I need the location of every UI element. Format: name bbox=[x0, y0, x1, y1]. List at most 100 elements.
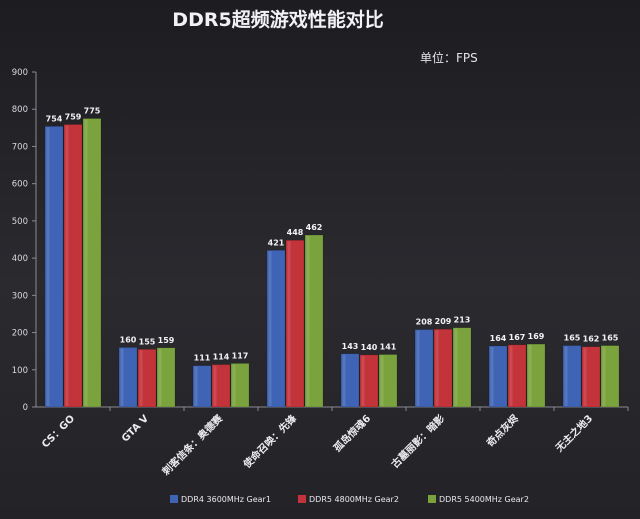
bar-value-label: 167 bbox=[509, 333, 526, 342]
chart-title: DDR5超频游戏性能对比 bbox=[172, 8, 383, 31]
y-tick-label: 500 bbox=[12, 217, 28, 227]
y-tick-label: 600 bbox=[12, 180, 28, 190]
x-axis-labels: CS：GO GTA V 刺客信条：奥德赛 使命召唤：先锋 孤岛惊魂6 古墓丽影：暗影 奇点灰… bbox=[40, 411, 595, 478]
legend-label: DDR4 3600MHz Gear1 bbox=[181, 495, 271, 504]
x-tick-label: 使命召唤：先锋 bbox=[240, 411, 300, 471]
bar-value-label: 141 bbox=[380, 343, 397, 352]
bar-value-label: 759 bbox=[65, 112, 82, 121]
bar bbox=[562, 345, 582, 408]
x-tick-label: CS：GO bbox=[40, 413, 77, 450]
bar-highlight bbox=[84, 119, 88, 407]
bar-value-label: 209 bbox=[435, 317, 452, 326]
bar-value-label: 159 bbox=[158, 336, 175, 345]
bar-highlight bbox=[342, 354, 346, 406]
bar-highlight bbox=[139, 350, 143, 406]
bar bbox=[526, 343, 546, 408]
unit-label: 单位：FPS bbox=[420, 50, 478, 65]
bar-value-label: 208 bbox=[416, 318, 433, 327]
bar bbox=[581, 346, 601, 408]
legend-swatch bbox=[428, 495, 436, 503]
legend-label: DDR5 4800MHz Gear2 bbox=[309, 495, 399, 504]
y-tick-label: 300 bbox=[12, 291, 28, 301]
bar-highlight bbox=[46, 127, 50, 406]
bar bbox=[266, 250, 286, 408]
y-tick-label: 800 bbox=[12, 105, 28, 115]
bar bbox=[600, 345, 620, 408]
bar-value-label: 165 bbox=[564, 334, 581, 343]
bar-value-label: 143 bbox=[342, 342, 359, 351]
bar-highlight bbox=[194, 366, 198, 406]
bar bbox=[304, 234, 324, 408]
bar-highlight bbox=[65, 125, 69, 406]
legend: DDR4 3600MHz Gear1 DDR5 4800MHz Gear2 DDR5… bbox=[170, 495, 529, 504]
bar bbox=[230, 363, 250, 408]
bar-highlight bbox=[213, 365, 217, 406]
bar-highlight bbox=[602, 346, 606, 406]
bar-value-label: 169 bbox=[528, 332, 545, 341]
bar-highlight bbox=[416, 330, 420, 406]
legend-swatch bbox=[170, 495, 178, 503]
bar-highlight bbox=[380, 355, 384, 406]
bar bbox=[340, 353, 360, 408]
x-tick-label: 古墓丽影：暗影 bbox=[388, 412, 447, 471]
bar bbox=[285, 239, 305, 408]
bar-highlight bbox=[435, 330, 439, 406]
bar-highlight bbox=[232, 364, 236, 406]
y-tick-label: 700 bbox=[12, 142, 28, 152]
bar bbox=[211, 364, 231, 408]
bar bbox=[359, 354, 379, 408]
bar bbox=[433, 328, 453, 408]
bar-highlight bbox=[361, 355, 365, 406]
y-tick-label: 900 bbox=[12, 68, 28, 78]
bar-value-label: 165 bbox=[602, 334, 619, 343]
bar bbox=[452, 327, 472, 408]
bar-highlight bbox=[509, 345, 513, 406]
x-tick-label: 孤岛惊魂6 bbox=[331, 412, 373, 454]
y-tick-label: 100 bbox=[12, 366, 28, 376]
bar bbox=[137, 349, 157, 408]
legend-swatch bbox=[298, 495, 306, 503]
legend-label: DDR5 5400MHz Gear2 bbox=[439, 495, 529, 504]
bar bbox=[378, 354, 398, 408]
bar-value-label: 140 bbox=[361, 343, 378, 352]
bar-value-label: 754 bbox=[46, 114, 63, 123]
y-tick-label: 200 bbox=[12, 329, 28, 339]
bar-value-label: 111 bbox=[194, 354, 211, 363]
bar-highlight bbox=[306, 236, 310, 406]
bar-highlight bbox=[287, 241, 291, 406]
bar-highlight bbox=[120, 348, 124, 406]
bar-value-label: 164 bbox=[490, 334, 507, 343]
bar-value-label: 160 bbox=[120, 335, 137, 344]
bar bbox=[192, 365, 212, 408]
x-tick-label: 奇点灰烬 bbox=[484, 411, 522, 449]
y-tick-label: 0 bbox=[23, 403, 28, 413]
bar-highlight bbox=[564, 346, 568, 406]
bar-value-label: 162 bbox=[583, 335, 600, 344]
bar bbox=[156, 347, 176, 408]
x-tick-label: 无主之地3 bbox=[552, 412, 595, 455]
bars bbox=[44, 118, 620, 408]
bar-highlight bbox=[454, 328, 458, 406]
bar bbox=[44, 126, 64, 408]
bar-value-label: 155 bbox=[139, 337, 156, 346]
y-tick-label: 400 bbox=[12, 254, 28, 264]
bar-value-label: 117 bbox=[232, 351, 249, 360]
bar-value-label: 775 bbox=[84, 107, 101, 116]
bar-value-label: 213 bbox=[454, 316, 471, 325]
bar-highlight bbox=[158, 348, 162, 406]
bar-value-label: 421 bbox=[268, 238, 285, 247]
bar-value-label: 114 bbox=[213, 353, 230, 362]
bar bbox=[82, 118, 102, 408]
x-tick-label: GTA V bbox=[120, 413, 151, 444]
bar-value-label: 462 bbox=[306, 223, 323, 232]
bar-highlight bbox=[583, 347, 587, 406]
bar-highlight bbox=[268, 251, 272, 406]
bar-value-label: 448 bbox=[287, 228, 304, 237]
bar bbox=[488, 345, 508, 408]
bar-highlight bbox=[528, 345, 532, 406]
bar bbox=[414, 329, 434, 408]
bar bbox=[118, 347, 138, 408]
x-tick-label: 刺客信条：奥德赛 bbox=[159, 411, 226, 478]
